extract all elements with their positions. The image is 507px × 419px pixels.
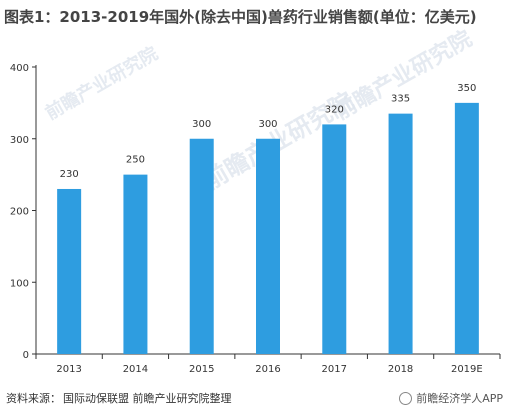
- x-tick-label: 2016: [255, 364, 280, 375]
- bar-2017: [322, 124, 347, 355]
- data-label-2018: 335: [391, 94, 410, 105]
- y-axis: 0 100 200 300 400: [10, 63, 37, 361]
- bar-2018: [388, 113, 413, 354]
- source-text: 国际动保联盟 前瞻产业研究院整理: [63, 392, 232, 405]
- bar-2013: [57, 188, 82, 354]
- x-tick-label: 2017: [322, 364, 347, 375]
- brand-watermark: 前瞻经济学人APP: [399, 390, 503, 406]
- y-tick-label: 400: [10, 63, 29, 74]
- source-note: 资料来源： 国际动保联盟 前瞻产业研究院整理: [6, 390, 232, 406]
- y-tick-label: 100: [10, 278, 29, 289]
- bars: [57, 102, 479, 355]
- data-labels: 230 250 300 300 320 335 350: [60, 83, 477, 180]
- bar-2014: [123, 174, 148, 354]
- background-watermark-text: 前瞻产业研究院: [42, 42, 162, 124]
- data-label-2015: 300: [192, 119, 211, 130]
- source-label: 资料来源：: [6, 392, 61, 405]
- y-tick-label: 200: [10, 207, 29, 218]
- data-label-2013: 230: [60, 169, 79, 180]
- wechat-icon: [399, 391, 413, 405]
- bar-2015: [189, 138, 214, 354]
- data-label-2016: 300: [258, 119, 277, 130]
- x-tick-label: 2014: [123, 364, 148, 375]
- x-tick-label: 2019E: [451, 364, 483, 375]
- background-watermark-text: 前瞻产业研究院: [330, 26, 476, 126]
- x-tick-label: 2015: [189, 364, 214, 375]
- data-label-2019E: 350: [457, 83, 476, 94]
- bar-2016: [256, 138, 280, 354]
- bar-2019E: [454, 102, 479, 354]
- y-tick-label: 300: [10, 135, 29, 146]
- x-tick-label: 2013: [56, 364, 81, 375]
- data-label-2017: 320: [325, 104, 344, 115]
- x-tick-label: 2018: [388, 364, 413, 375]
- x-axis: 2013 2014 2015 2016 2017 2018 2019E: [35, 353, 501, 375]
- watermark-text: 前瞻经济学人APP: [416, 392, 503, 405]
- chart-title: 图表1：2013-2019年国外(除去中国)兽药行业销售额(单位：亿美元): [4, 8, 477, 26]
- y-tick-label: 0: [23, 350, 29, 361]
- data-label-2014: 250: [126, 155, 145, 166]
